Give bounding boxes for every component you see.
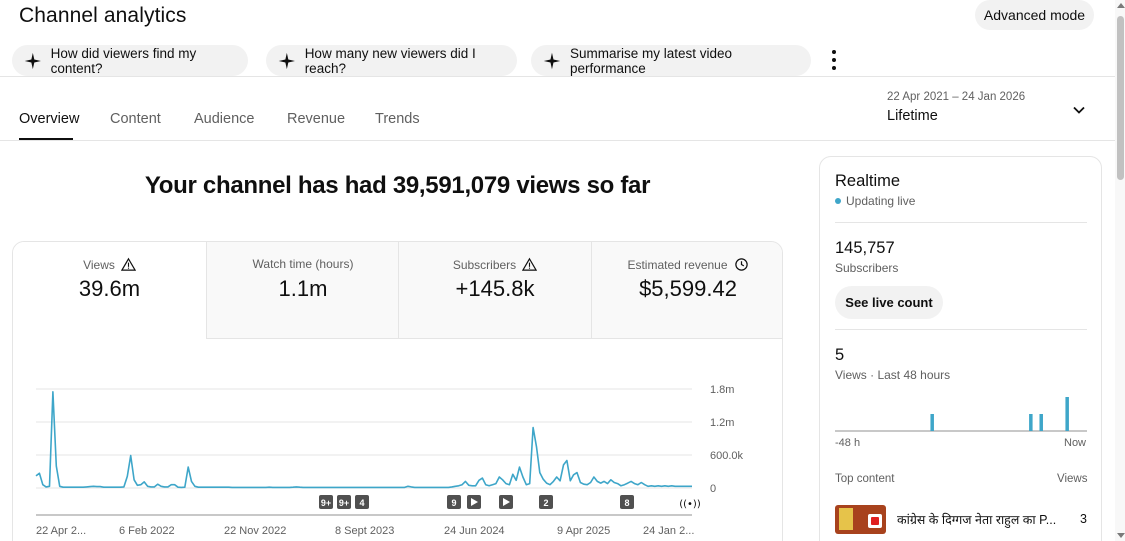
clock-icon <box>734 258 748 271</box>
live-status-text: Updating live <box>846 194 916 208</box>
y-tick-label: 1.2m <box>710 417 734 429</box>
suggestion-chip-latest-video[interactable]: Summarise my latest video performance <box>531 45 811 76</box>
x-tick-label: 22 Nov 2022 <box>224 525 286 537</box>
video-marker[interactable] <box>319 495 333 509</box>
y-tick-label: 600.0k <box>710 450 744 462</box>
realtime-title: Realtime <box>835 172 901 190</box>
metric-value: +145.8k <box>455 276 535 301</box>
live-stream-marker-icon[interactable]: ((•)) <box>679 499 701 510</box>
advanced-mode-button[interactable]: Advanced mode <box>975 0 1094 30</box>
video-marker-count: 8 <box>624 498 629 508</box>
play-icon <box>503 498 510 506</box>
realtime-divider <box>835 329 1087 330</box>
suggestion-chip-label: Summarise my latest video performance <box>569 45 733 76</box>
metric-subscribers[interactable]: Subscribers +145.8k <box>398 242 591 339</box>
metric-value: $5,599.42 <box>639 276 737 301</box>
realtime-views-count: 5 <box>835 346 845 364</box>
tabs-divider <box>0 140 1115 141</box>
active-tab-indicator <box>19 138 73 140</box>
metric-value: 39.6m <box>78 276 141 301</box>
tab-audience[interactable]: Audience <box>194 111 255 127</box>
tab-overview[interactable]: Overview <box>19 111 80 127</box>
see-live-count-button[interactable]: See live count <box>835 286 943 319</box>
top-video-title[interactable]: कांग्रेस के दिग्गज नेता राहुल का P... <box>897 513 1057 527</box>
mini-axis-end: Now <box>1064 437 1087 449</box>
date-range-text[interactable]: 22 Apr 2021 – 24 Jan 2026 <box>887 91 1026 103</box>
suggestion-chip-label: How did viewers find my content? <box>50 45 197 76</box>
metric-views[interactable]: Views 39.6m <box>13 242 206 339</box>
realtime-bar-chart[interactable] <box>835 389 1087 435</box>
metric-label: Estimated revenue <box>627 257 728 272</box>
live-status: Updating live <box>835 194 915 208</box>
page-scrollbar[interactable] <box>1115 0 1125 541</box>
mini-bar <box>1029 414 1033 431</box>
metric-value: 1.1m <box>278 276 328 301</box>
realtime-divider <box>835 222 1087 223</box>
metric-label: Subscribers <box>452 257 517 272</box>
video-marker[interactable] <box>447 495 461 509</box>
warning-icon <box>522 257 538 271</box>
metric-estimated-revenue[interactable]: Estimated revenue $5,599.42 <box>591 242 782 339</box>
top-video-views: 3 <box>1080 512 1087 526</box>
video-marker-count: 9+ <box>321 498 331 508</box>
page-title: Channel analytics <box>19 4 187 27</box>
realtime-card: Realtime Updating live 145,757 Subscribe… <box>819 156 1102 541</box>
mini-bar <box>1065 397 1069 431</box>
suggestion-chip-find-content[interactable]: How did viewers find my content? <box>12 45 248 76</box>
video-thumbnail[interactable] <box>835 505 886 534</box>
metric-label: Watch time (hours) <box>252 257 354 271</box>
x-tick-label: 24 Jun 2024 <box>444 525 505 537</box>
subscriber-count: 145,757 <box>835 239 895 257</box>
header-divider <box>0 76 1115 77</box>
live-dot-icon <box>835 198 841 204</box>
video-marker-count: 9+ <box>339 498 349 508</box>
channel-views-headline: Your channel has had 39,591,079 views so… <box>144 172 651 199</box>
y-tick-label: 1.8m <box>710 384 734 396</box>
x-tick-label: 6 Feb 2022 <box>119 525 175 537</box>
mini-bar <box>930 414 934 431</box>
scrollbar-thumb[interactable] <box>1117 16 1124 180</box>
more-options-icon[interactable] <box>826 50 842 70</box>
realtime-views-label: Views · Last 48 hours <box>835 368 951 382</box>
x-tick-label: 9 Apr 2025 <box>557 525 610 537</box>
x-tick-label: 8 Sept 2023 <box>335 525 394 537</box>
chevron-down-icon[interactable] <box>1071 102 1087 118</box>
views-line-chart[interactable]: 1.8m 1.2m 600.0k 0 22 Apr 2... 6 Feb 2022 22 N… <box>13 242 783 541</box>
suggestion-chip-new-viewers[interactable]: How many new viewers did I reach? <box>266 45 517 76</box>
sparkle-icon <box>24 52 41 69</box>
overview-chart-card: Views 39.6m Watch time (hours) 1.1m Subs… <box>12 241 783 541</box>
video-marker[interactable] <box>539 495 553 509</box>
sparkle-icon <box>278 52 295 69</box>
video-marker[interactable] <box>337 495 351 509</box>
tab-trends[interactable]: Trends <box>375 111 420 127</box>
sparkle-icon <box>543 52 561 69</box>
video-marker-count: 9 <box>451 498 456 508</box>
top-content-views-label: Views <box>1057 473 1088 485</box>
video-marker-count: 2 <box>543 498 548 508</box>
views-series-line[interactable] <box>35 391 692 489</box>
video-marker-count: 4 <box>359 498 364 508</box>
x-tick-label: 24 Jan 2... <box>643 525 694 537</box>
x-tick-label: 22 Apr 2... <box>36 525 86 537</box>
metric-watch-time[interactable]: Watch time (hours) 1.1m <box>206 242 399 339</box>
tab-content[interactable]: Content <box>110 111 161 127</box>
mini-bar <box>1039 414 1043 431</box>
top-content-label: Top content <box>835 473 895 485</box>
scroll-down-arrow-icon[interactable] <box>1117 533 1125 538</box>
play-icon <box>471 498 478 506</box>
subscriber-label: Subscribers <box>835 261 899 275</box>
warning-icon <box>120 257 136 271</box>
tab-revenue[interactable]: Revenue <box>287 111 346 127</box>
y-tick-label: 0 <box>710 483 716 495</box>
suggestion-chip-label: How many new viewers did I reach? <box>304 45 476 76</box>
video-marker[interactable] <box>620 495 634 509</box>
date-range-label[interactable]: Lifetime <box>887 108 938 124</box>
mini-axis-start: -48 h <box>835 437 861 449</box>
metric-label: Views <box>83 257 115 272</box>
video-marker[interactable] <box>355 495 369 509</box>
scroll-up-arrow-icon[interactable] <box>1117 3 1125 8</box>
